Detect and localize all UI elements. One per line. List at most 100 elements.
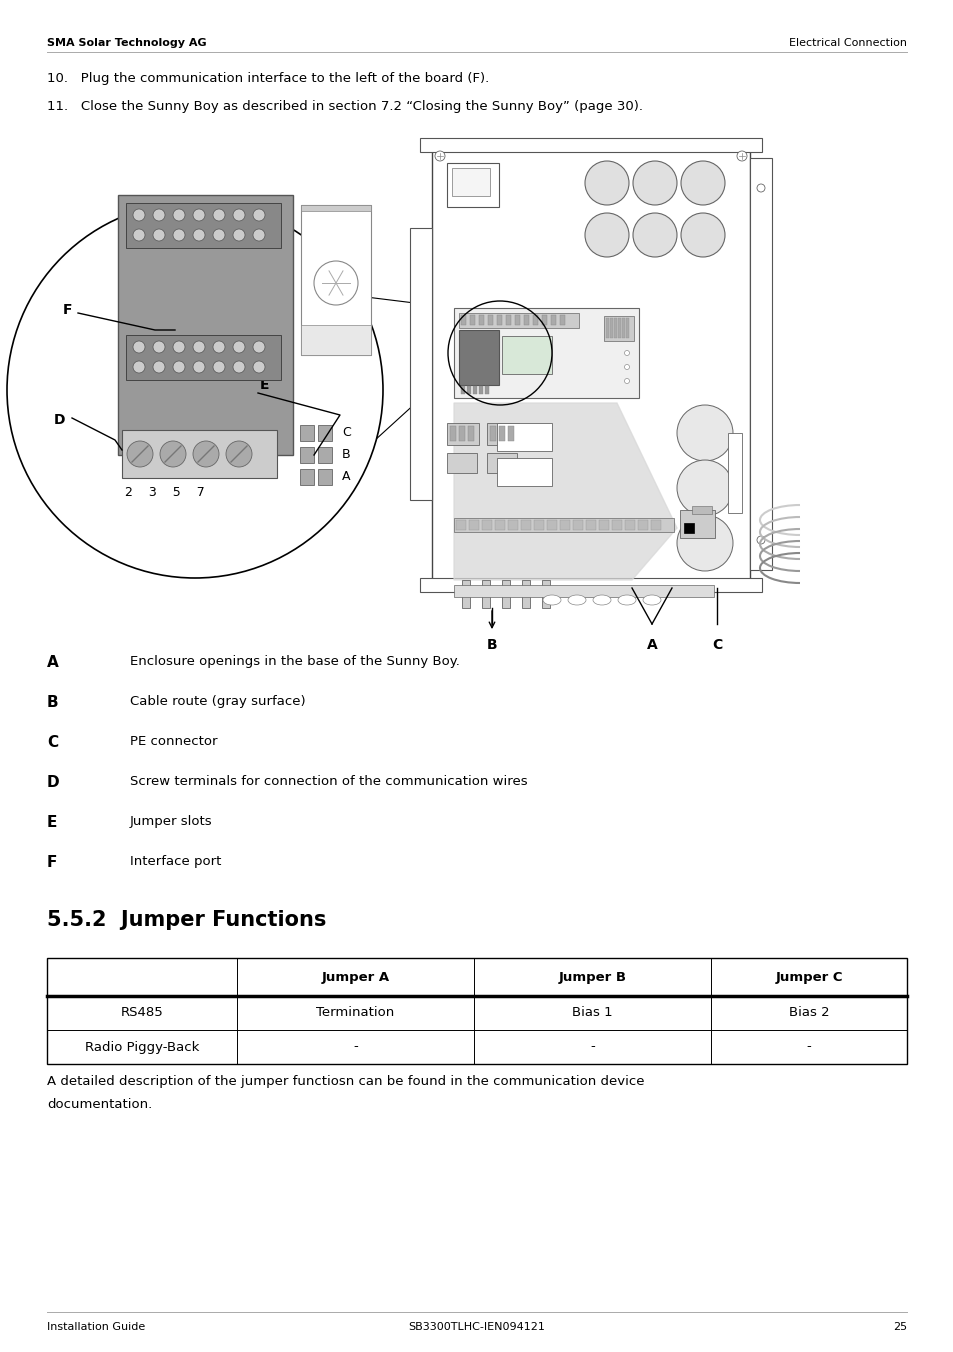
Bar	[47, 959, 906, 1064]
Bar	[501, 337, 552, 375]
Text: Jumper A: Jumper A	[321, 971, 389, 983]
Circle shape	[314, 261, 357, 306]
Circle shape	[624, 379, 629, 384]
Bar	[447, 164, 498, 207]
Circle shape	[584, 161, 628, 206]
Text: A: A	[646, 638, 657, 652]
Bar	[490, 426, 496, 441]
Bar	[468, 426, 474, 441]
Bar	[126, 203, 281, 247]
Bar	[299, 469, 314, 485]
Bar	[605, 318, 608, 338]
Text: 10.   Plug the communication interface to the left of the board (F).: 10. Plug the communication interface to …	[47, 72, 489, 85]
Bar	[497, 315, 501, 324]
Circle shape	[152, 228, 165, 241]
Text: Interface port: Interface port	[130, 854, 221, 868]
Bar	[559, 521, 569, 530]
Bar	[122, 430, 276, 479]
Text: C: C	[47, 735, 58, 750]
Bar	[614, 318, 617, 338]
Bar	[603, 316, 634, 341]
Bar	[419, 138, 761, 151]
Circle shape	[172, 210, 185, 220]
Ellipse shape	[593, 595, 610, 604]
Bar	[507, 426, 514, 441]
Circle shape	[624, 350, 629, 356]
Circle shape	[226, 441, 252, 466]
Bar	[515, 315, 519, 324]
Bar	[299, 425, 314, 441]
Text: D: D	[47, 775, 59, 790]
Bar	[573, 521, 582, 530]
Circle shape	[193, 341, 205, 353]
Circle shape	[633, 214, 677, 257]
Circle shape	[680, 161, 724, 206]
Bar	[461, 580, 470, 608]
Bar	[650, 521, 660, 530]
Bar	[484, 387, 489, 393]
Circle shape	[253, 341, 265, 353]
Circle shape	[7, 201, 382, 579]
Bar	[317, 448, 332, 462]
Circle shape	[213, 341, 225, 353]
Circle shape	[160, 441, 186, 466]
Bar	[612, 521, 621, 530]
Text: Jumper C: Jumper C	[775, 971, 841, 983]
Text: 11.   Close the Sunny Boy as described in section 7.2 “Closing the Sunny Boy” (p: 11. Close the Sunny Boy as described in …	[47, 100, 642, 114]
Circle shape	[152, 361, 165, 373]
Text: -: -	[806, 1041, 810, 1053]
Bar	[486, 423, 518, 445]
Bar	[523, 315, 529, 324]
Text: A: A	[341, 470, 350, 484]
Text: -: -	[353, 1041, 357, 1053]
Circle shape	[677, 515, 732, 571]
Circle shape	[193, 228, 205, 241]
Bar	[727, 433, 741, 512]
Text: B: B	[341, 449, 351, 461]
Circle shape	[233, 210, 245, 220]
Bar	[534, 521, 543, 530]
Circle shape	[132, 228, 145, 241]
Bar	[299, 448, 314, 462]
Text: B: B	[47, 695, 58, 710]
Bar	[498, 426, 504, 441]
Text: Installation Guide: Installation Guide	[47, 1322, 145, 1332]
Bar	[546, 521, 557, 530]
Circle shape	[584, 214, 628, 257]
Bar	[454, 585, 713, 598]
Text: A detailed description of the jumper functiosn can be found in the communication: A detailed description of the jumper fun…	[47, 1075, 644, 1088]
Text: Radio Piggy-Back: Radio Piggy-Back	[85, 1041, 199, 1053]
Bar	[559, 315, 564, 324]
Circle shape	[435, 151, 444, 161]
Bar	[497, 458, 552, 485]
Circle shape	[213, 210, 225, 220]
Text: Jumper slots: Jumper slots	[130, 815, 213, 827]
Circle shape	[633, 161, 677, 206]
Bar	[638, 521, 647, 530]
Text: E: E	[260, 379, 270, 392]
Bar	[432, 147, 749, 580]
Bar	[520, 521, 531, 530]
Bar	[618, 318, 620, 338]
Bar	[419, 579, 761, 592]
Bar	[118, 195, 293, 456]
Bar	[473, 387, 476, 393]
Bar	[301, 206, 371, 211]
Circle shape	[253, 228, 265, 241]
Circle shape	[132, 210, 145, 220]
Bar	[507, 521, 517, 530]
Bar	[454, 308, 639, 397]
Bar	[458, 330, 498, 385]
Circle shape	[172, 361, 185, 373]
Bar	[454, 518, 673, 531]
Circle shape	[193, 441, 219, 466]
Text: Enclosure openings in the base of the Sunny Boy.: Enclosure openings in the base of the Su…	[130, 654, 459, 668]
Bar	[450, 426, 456, 441]
Text: Screw terminals for connection of the communication wires: Screw terminals for connection of the co…	[130, 775, 527, 788]
Text: C: C	[711, 638, 721, 652]
Bar	[460, 387, 464, 393]
Text: A: A	[47, 654, 59, 671]
Bar	[505, 315, 511, 324]
Bar	[478, 315, 483, 324]
Bar	[541, 315, 546, 324]
